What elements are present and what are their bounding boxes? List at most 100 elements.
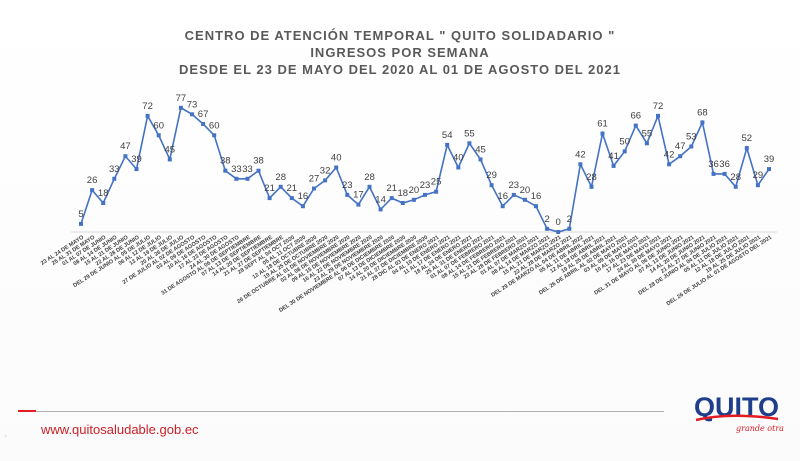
- chart-title: CENTRO DE ATENCIÓN TEMPORAL " QUITO SOLI…: [0, 27, 800, 78]
- data-label: 55: [642, 128, 653, 139]
- data-point: [767, 167, 771, 172]
- data-point: [678, 154, 683, 159]
- data-label: 16: [298, 191, 309, 202]
- data-point: [167, 157, 172, 162]
- data-label: 55: [464, 128, 475, 139]
- data-point: [622, 149, 627, 154]
- data-point: [156, 133, 161, 138]
- data-label: 36: [708, 159, 719, 170]
- data-point: [278, 184, 283, 189]
- data-label: 50: [619, 136, 630, 147]
- data-label: 28: [730, 172, 741, 183]
- data-label: 21: [287, 183, 298, 194]
- data-point: [411, 197, 416, 202]
- data-point: [500, 204, 505, 209]
- data-label: 67: [198, 109, 209, 120]
- series-line: [79, 105, 771, 234]
- data-point: [267, 196, 272, 201]
- data-point: [711, 171, 716, 176]
- data-label: 33: [231, 164, 242, 175]
- data-label: 18: [98, 188, 109, 199]
- logo-tagline: grande otra vez: [736, 424, 784, 433]
- data-point: [112, 176, 117, 181]
- data-point: [312, 186, 316, 191]
- data-point: [489, 183, 494, 188]
- data-label: 5: [78, 209, 83, 220]
- data-point: [234, 176, 239, 181]
- data-point: [289, 196, 294, 201]
- data-point: [522, 197, 527, 202]
- data-label: 29: [486, 170, 497, 181]
- data-point: [101, 201, 106, 205]
- data-point: [633, 123, 638, 128]
- data-point: [700, 120, 705, 125]
- data-point: [300, 204, 305, 209]
- data-point: [334, 165, 339, 170]
- data-point: [511, 192, 516, 197]
- data-point: [145, 113, 150, 118]
- data-point: [611, 163, 616, 168]
- data-point: [356, 202, 361, 207]
- data-label: 28: [586, 172, 597, 183]
- footer-website-link[interactable]: www.quitosaludable.gob.ec: [41, 422, 199, 437]
- chart-title-line-1: CENTRO DE ATENCIÓN TEMPORAL " QUITO SOLI…: [184, 28, 616, 43]
- data-label: 23: [420, 180, 431, 191]
- data-label: 16: [531, 191, 542, 202]
- data-label: 61: [597, 119, 608, 130]
- data-label: 45: [475, 144, 486, 155]
- data-label: 38: [253, 156, 264, 167]
- data-point: [744, 146, 749, 151]
- data-point: [689, 144, 694, 149]
- data-point: [722, 171, 727, 176]
- data-label: 25: [431, 177, 442, 188]
- data-label: 16: [497, 191, 508, 202]
- data-point: [378, 207, 383, 212]
- corner-mark: ◦: [4, 431, 8, 442]
- data-label: 17: [353, 190, 364, 201]
- data-label: 27: [309, 174, 320, 185]
- data-point: [190, 112, 194, 117]
- data-point: [545, 226, 550, 231]
- data-point: [733, 184, 738, 189]
- data-label: 26: [87, 175, 98, 186]
- data-point: [600, 131, 605, 136]
- data-label: 54: [442, 130, 453, 141]
- data-point: [134, 167, 139, 172]
- data-point: [578, 162, 583, 167]
- data-point: [755, 183, 760, 188]
- data-label: 28: [364, 172, 375, 183]
- data-point: [478, 157, 483, 162]
- data-point: [201, 122, 206, 126]
- data-label: 72: [653, 101, 664, 112]
- data-label: 41: [608, 151, 619, 162]
- data-label: 52: [742, 133, 753, 144]
- data-label: 21: [386, 183, 397, 194]
- data-label: 23: [342, 180, 353, 191]
- data-label: 38: [220, 156, 231, 167]
- series-polyline: [80, 106, 770, 233]
- data-label: 39: [131, 154, 142, 165]
- data-label: 40: [453, 153, 464, 164]
- data-label: 20: [520, 185, 531, 196]
- data-point: [323, 178, 328, 183]
- data-point: [467, 141, 472, 146]
- data-label: 66: [631, 111, 642, 122]
- data-point: [656, 113, 660, 118]
- data-label: 0: [556, 217, 561, 228]
- data-label: 45: [165, 144, 176, 155]
- data-point: [456, 165, 461, 170]
- data-label: 29: [753, 170, 764, 181]
- footer-divider: [36, 411, 664, 412]
- data-point: [90, 188, 95, 193]
- footer-accent-line: [18, 410, 36, 412]
- data-point: [534, 204, 538, 209]
- data-point: [589, 184, 594, 189]
- data-label: 21: [264, 183, 275, 194]
- data-label: 60: [209, 120, 220, 131]
- data-point: [123, 154, 128, 159]
- data-point: [567, 226, 572, 231]
- data-label: 14: [375, 194, 386, 205]
- data-point: [644, 141, 649, 146]
